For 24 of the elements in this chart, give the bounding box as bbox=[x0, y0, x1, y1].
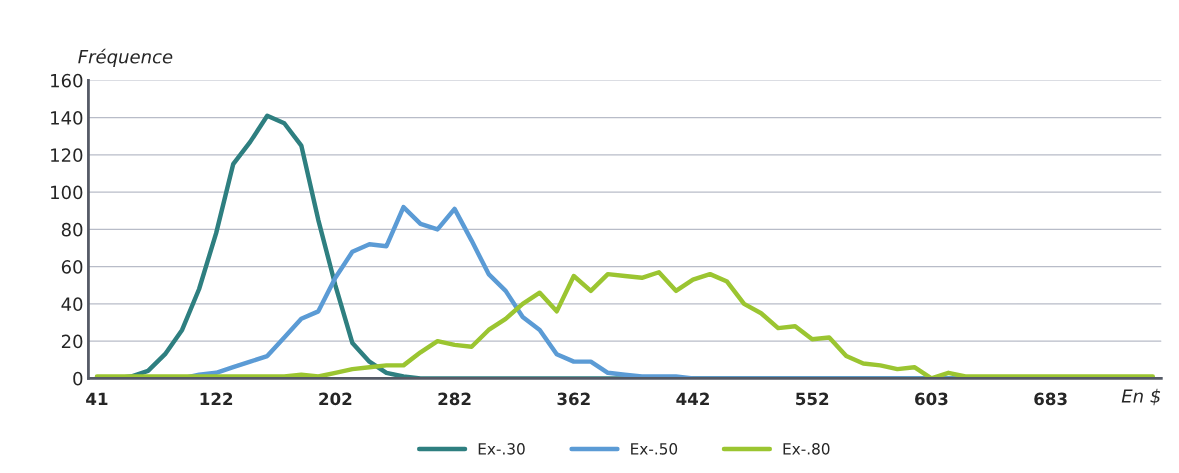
x-tick-label: 683 bbox=[1034, 392, 1067, 406]
legend-label: Ex-.50 bbox=[631, 443, 678, 455]
x-tick-label: 362 bbox=[557, 392, 590, 406]
x-tick-label: 603 bbox=[915, 392, 948, 406]
y-tick-label: 120 bbox=[51, 148, 83, 163]
legend-label: Ex-.30 bbox=[478, 443, 525, 455]
x-tick-label: 282 bbox=[438, 392, 471, 406]
y-tick-label: 20 bbox=[61, 334, 83, 349]
y-tick-label: 80 bbox=[61, 222, 83, 237]
x-tick-label: 202 bbox=[319, 392, 352, 406]
line-series bbox=[94, 270, 1156, 379]
x-tick-label: 122 bbox=[200, 392, 233, 405]
y-tick-label: 40 bbox=[61, 297, 83, 312]
y-tick-label: 100 bbox=[51, 185, 83, 200]
legend-label: Ex-.80 bbox=[783, 443, 830, 455]
y-axis-title: Fréquence bbox=[78, 48, 173, 67]
x-tick-label: 552 bbox=[796, 392, 829, 406]
y-tick-label: 60 bbox=[61, 260, 83, 274]
x-tick-label: 442 bbox=[676, 392, 709, 405]
y-tick-label: 0 bbox=[73, 371, 83, 386]
x-tick-label: 41 bbox=[86, 392, 108, 405]
x-axis-title: En $ bbox=[1121, 388, 1161, 406]
y-tick-label: 160 bbox=[51, 73, 83, 88]
y-tick-label: 140 bbox=[51, 111, 83, 125]
